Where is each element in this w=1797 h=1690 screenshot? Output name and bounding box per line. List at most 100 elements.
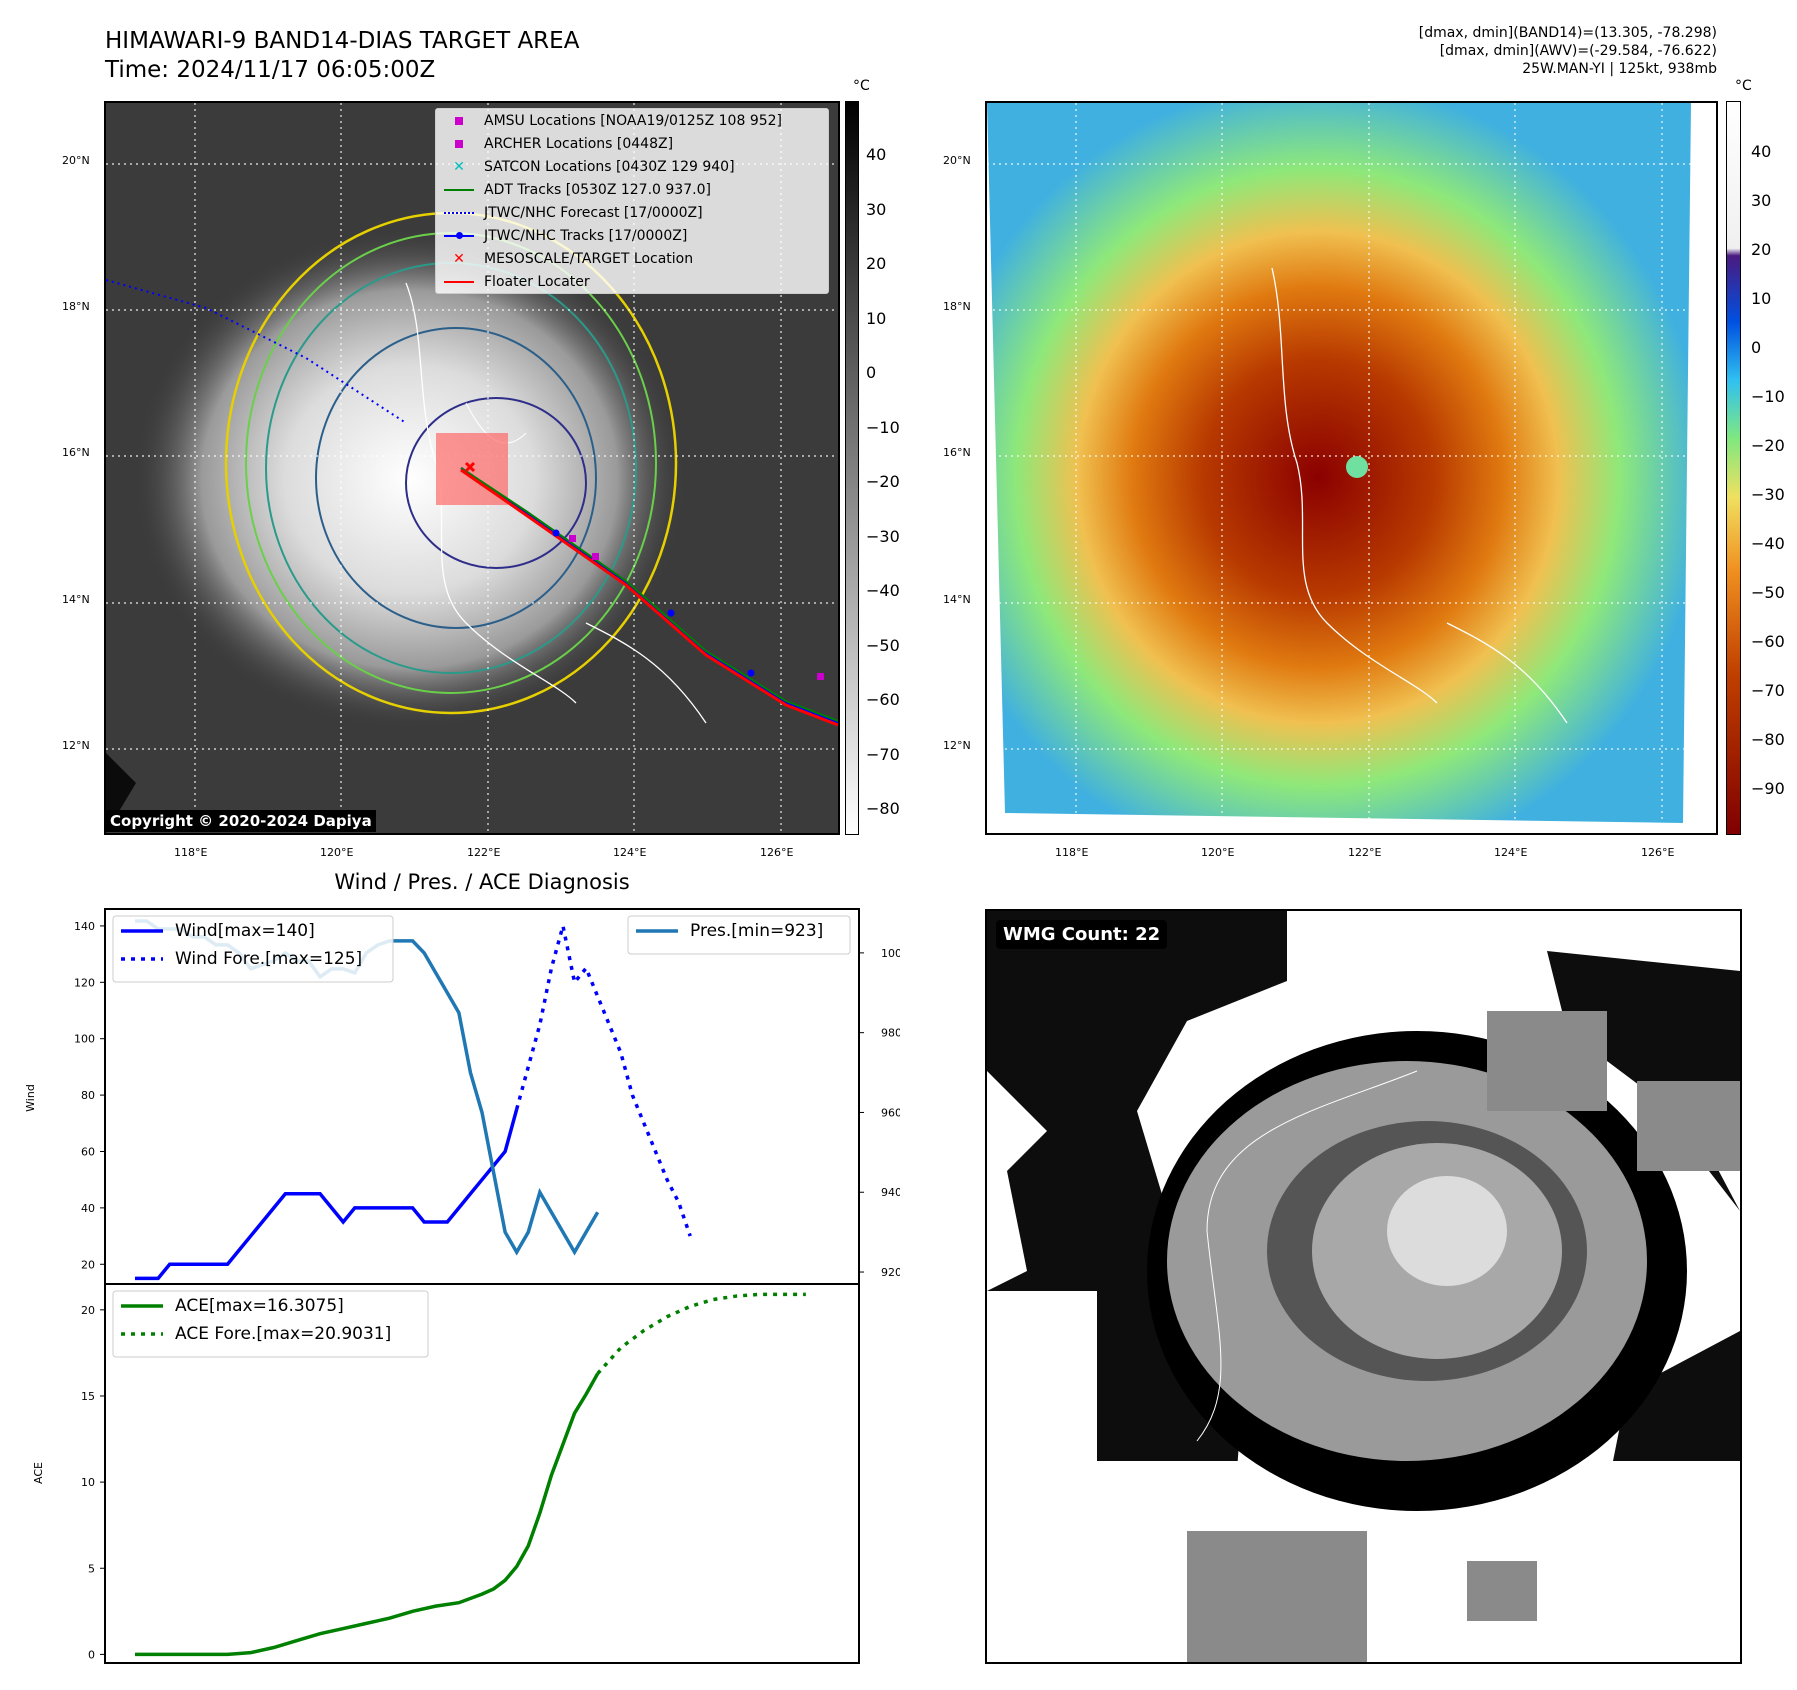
square-marker-icon [442,116,476,125]
lon-label: 122°E [467,846,501,859]
colorbar-color-tick-label: 30 [1751,191,1772,210]
colorbar-gray-tick-label: 10 [866,308,887,328]
lat-label: 20°N [62,154,90,167]
pressure-y-tick-label: 940 [881,1186,900,1199]
colorbar-gray-tick-label: 0 [866,363,877,382]
colorbar-color-tick-label: −90 [1751,779,1785,798]
colorbar-gray-tick-label: −20 [866,472,900,491]
colorbar-gray-tick-label: 30 [866,199,887,219]
colorbar-color-tick-label: −30 [1751,485,1785,504]
colorbar-color-unit: °C [1735,78,1752,94]
map-legend: AMSU Locations [NOAA19/0125Z 108 952] AR… [435,108,829,294]
info-line-3: 25W.MAN-YI | 125kt, 938mb [1522,61,1717,77]
lat-label: 16°N [943,446,971,459]
lon-label: 126°E [1641,846,1675,859]
diagnosis-chart: Wind / Pres. / ACE Diagnosis 20406080100… [24,870,900,1664]
wmg-count-badge: WMG Count: 22 [996,920,1168,949]
colorbar-gray [845,101,859,835]
lat-label: 12°N [62,739,90,752]
lat-label: 12°N [943,739,971,752]
colorbar-gray-tick-label: 40 [866,145,887,164]
lat-label: 14°N [943,593,971,606]
series-line-wind-forecast [515,925,692,1237]
colorbar-color-tick-label: 20 [1751,240,1772,259]
ace-legend-label: ACE[max=16.3075] [175,1296,344,1316]
wind-y-tick-label: 140 [74,920,95,933]
wind-plot: 20 40 60 80 100 120 140 920 940 960 980 1000 Wind[ma… [74,915,900,1281]
colorbar-gray-tick-label: −80 [866,799,900,818]
ace-y-tick-label: 15 [81,1390,95,1403]
color-map-panel [985,101,1718,835]
lon-label: 118°E [1055,846,1089,859]
line-icon [442,188,476,191]
colorbar-color-tick-label: −10 [1751,387,1785,406]
colorbar-color-tick-label: 10 [1751,289,1772,308]
lon-label: 118°E [174,846,208,859]
colorbar-gray-tick-label: −30 [866,526,900,546]
line-dot-icon [442,231,476,239]
lat-label: 18°N [62,300,90,313]
adt-track [460,467,838,722]
wind-axis-label: Wind [24,1084,37,1112]
info-block: [dmax, dmin](BAND14)=(13.305, -78.298) [… [1419,24,1717,78]
colorbar-color-tick-label: −60 [1751,632,1785,651]
colorbar-gray-unit: °C [853,78,870,94]
legend-item-adt: ADT Tracks [0530Z 127.0 937.0] [436,178,828,201]
pressure-legend-label: Pres.[min=923] [690,921,823,941]
lon-label: 124°E [1494,846,1528,859]
legend-item-archer: ARCHER Locations [0448Z] [436,132,828,155]
wind-legend-label: Wind[max=140] [175,921,315,941]
x-marker-icon: ✕ [453,158,465,175]
ace-y-tick-label: 10 [81,1476,95,1489]
chart-title: Wind / Pres. / ACE Diagnosis [334,870,629,894]
colorbar-gray-tick-label: −40 [866,581,900,600]
ace-plot-frame [104,1283,860,1664]
ace-legend-box [112,1290,429,1358]
color-map-image [987,103,1716,833]
figure-title: HIMAWARI-9 BAND14-DIAS TARGET AREA Time:… [105,27,579,85]
line-icon [442,280,476,283]
wind-y-tick-label: 120 [74,976,95,989]
lon-label: 120°E [320,846,354,859]
pressure-legend-box [627,915,851,955]
wind-y-tick-label: 80 [81,1089,95,1102]
pressure-y-tick-label: 1000 [881,947,900,960]
jtwc-track [460,466,838,725]
colorbar-color-tick-label: −20 [1751,436,1785,455]
colorbar-color-tick-label: 0 [1751,338,1762,357]
ace-plot: 0 5 10 15 20 ACE[max=16.3075] ACE Fore.[max=20… [81,1290,806,1661]
colorbar-color-tick-label: −40 [1751,534,1785,553]
legend-item-satcon: ✕ SATCON Locations [0430Z 129 940] [436,155,828,178]
colorbar-gray-tick-label: −70 [866,744,900,764]
wind-y-tick-label: 100 [74,1033,95,1046]
ace-y-tick-label: 5 [88,1562,95,1575]
colorbar-color-tick-label: −50 [1751,583,1785,602]
pressure-y-tick-label: 920 [881,1266,900,1279]
wind-legend-label: Wind Fore.[max=125] [175,949,362,969]
lon-label: 126°E [760,846,794,859]
wind-y-tick-label: 60 [81,1145,95,1158]
legend-item-floater: Floater Locater [436,270,828,293]
colorbar-gray-tick-label: −60 [866,690,900,709]
colorbar-color-tick-label: 40 [1751,142,1772,161]
colorbar-gray-tick-label: −50 [866,635,900,655]
copyright-badge: Copyright © 2020-2024 Dapiya [106,810,376,832]
square-marker-icon [442,139,476,148]
colorbar-color [1726,101,1741,835]
ace-axis-label: ACE [32,1462,45,1484]
lat-label: 14°N [62,593,90,606]
wind-legend-box [112,915,394,983]
x-marker-icon: ✕ [453,250,465,267]
colorbar-gray-tick-label: 20 [866,254,887,273]
info-line-2: [dmax, dmin](AWV)=(-29.584, -76.622) [1439,43,1717,59]
lon-label: 120°E [1201,846,1235,859]
dotted-line-icon [442,211,476,214]
lat-label: 18°N [943,300,971,313]
legend-item-jtwc: JTWC/NHC Tracks [17/0000Z] [436,224,828,247]
lat-label: 20°N [943,154,971,167]
pressure-y-tick-label: 960 [881,1106,900,1119]
series-line-wind [135,1108,519,1281]
title-line-1: HIMAWARI-9 BAND14-DIAS TARGET AREA [105,28,580,54]
series-line-ace [135,1372,600,1657]
wind-y-tick-label: 20 [81,1258,95,1271]
